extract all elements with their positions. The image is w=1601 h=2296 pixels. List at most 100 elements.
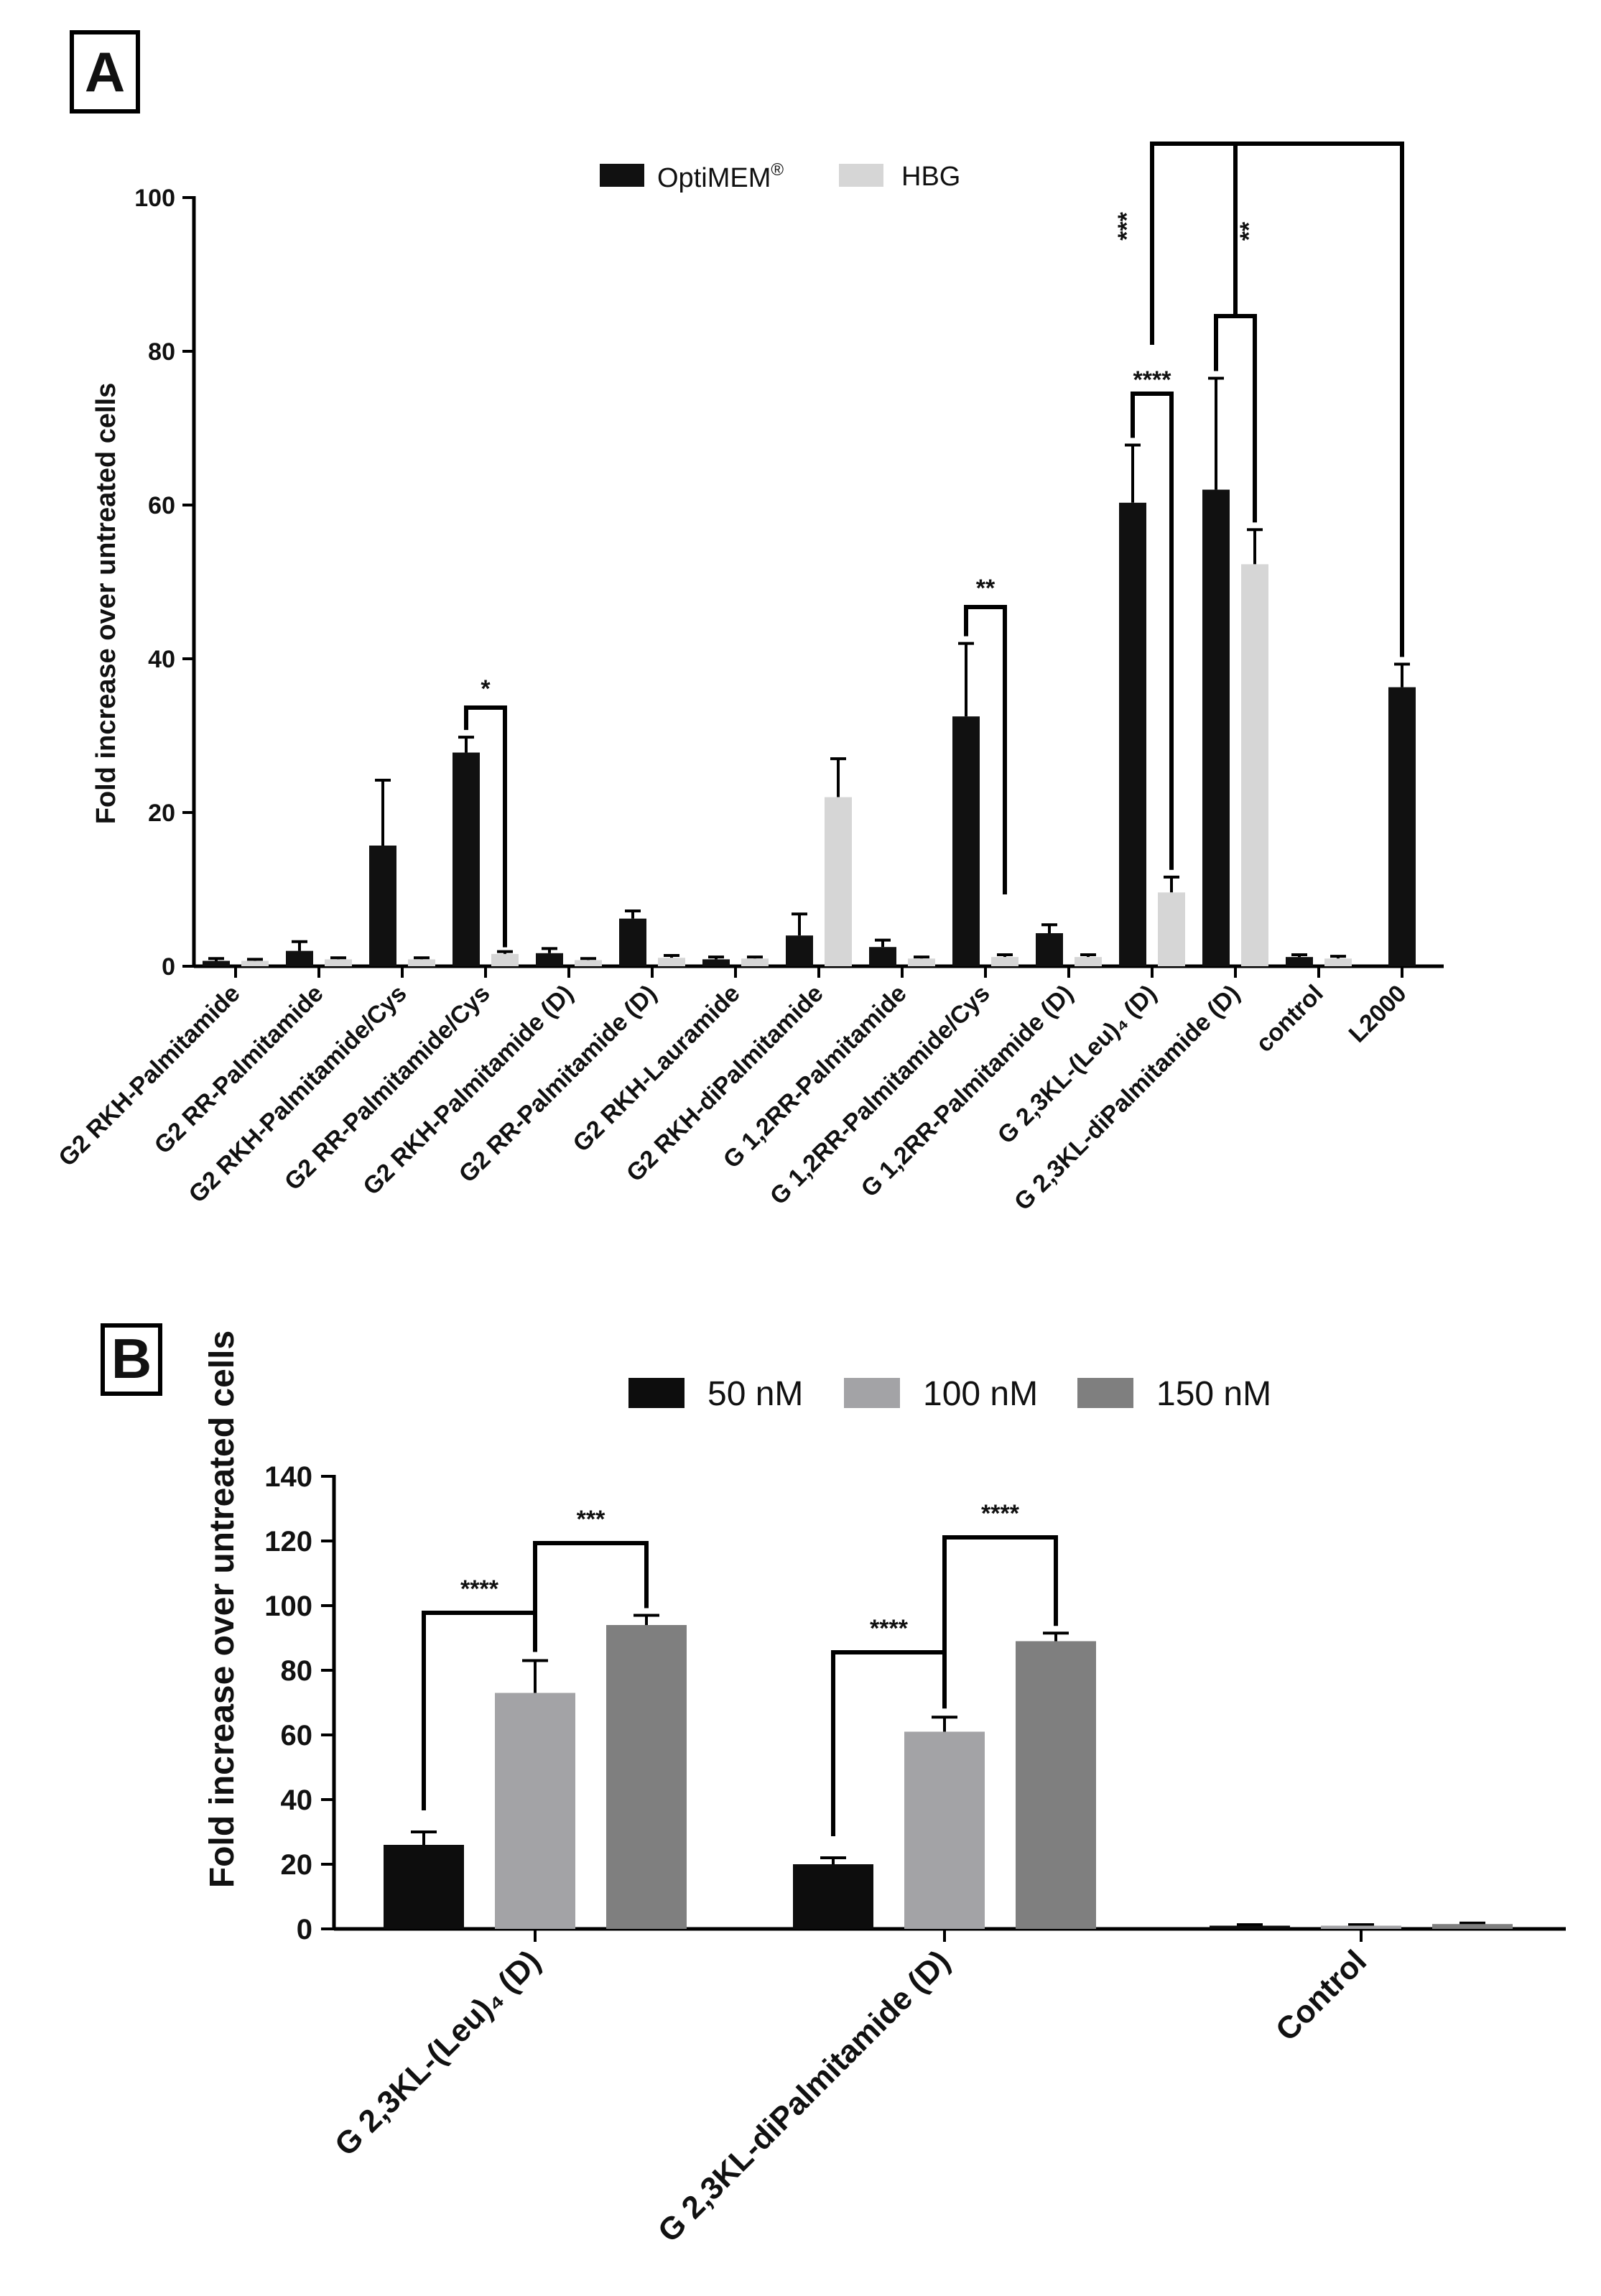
legend-label-hbg: HBG — [901, 162, 960, 192]
significance-label: *** — [1113, 211, 1141, 240]
significance-bracket — [942, 1535, 1058, 1652]
bar-optimem — [869, 947, 896, 966]
bar-hbg — [825, 797, 852, 966]
y-tick-label: 0 — [162, 953, 175, 981]
significance-bracket — [464, 705, 507, 948]
panel-b-legend: 50 nM 100 nM 150 nM — [628, 1375, 1271, 1413]
bar-hbg — [1075, 957, 1102, 966]
x-category-label: G 2,3KL-(Leu)₄ (D) — [328, 1943, 547, 2162]
legend-label-optimem: OptiMEM® — [657, 160, 784, 193]
bar-optimem — [536, 953, 563, 966]
bar-150nm — [1432, 1924, 1513, 1929]
legend-swatch — [628, 1378, 685, 1408]
significance-label: *** — [577, 1506, 605, 1533]
bar-hbg — [491, 953, 519, 966]
bar-hbg — [741, 958, 769, 966]
panel-b-significance: *************** — [422, 1500, 1058, 1836]
bar-optimem — [702, 959, 730, 966]
bar-50nm — [1210, 1925, 1290, 1929]
legend-superscript: ® — [771, 160, 784, 180]
significance-label: **** — [1133, 366, 1172, 394]
x-category-label: G2 RR-Palmitamide — [149, 980, 329, 1159]
bar-hbg — [908, 958, 935, 966]
bar-50nm — [384, 1845, 464, 1929]
bar-hbg — [241, 960, 269, 966]
bar-150nm — [606, 1625, 687, 1929]
significance-label: **** — [460, 1575, 499, 1603]
y-tick-label: 20 — [281, 1849, 313, 1881]
y-tick-label: 60 — [281, 1720, 313, 1751]
bar-hbg — [1158, 892, 1185, 966]
legend-swatch-hbg — [839, 164, 883, 187]
panel-b-box — [101, 1323, 162, 1396]
x-category-label: G 2,3KL-(Leu)₄ (D) — [993, 980, 1162, 1149]
bar-hbg — [1241, 564, 1268, 966]
y-tick-label: 100 — [264, 1591, 312, 1622]
x-category-label: Control — [1269, 1943, 1373, 2047]
significance-label: * — [481, 675, 491, 703]
y-tick-label: 100 — [134, 185, 175, 212]
bar-hbg — [1324, 958, 1352, 966]
bar-hbg — [325, 959, 352, 966]
legend-swatch — [844, 1378, 900, 1408]
bar-50nm — [793, 1864, 873, 1929]
y-tick-label: 80 — [148, 338, 175, 366]
legend-swatch — [1077, 1378, 1133, 1408]
legend-label: 50 nM — [707, 1375, 803, 1413]
bar-hbg — [575, 960, 602, 966]
bar-hbg — [658, 958, 685, 966]
bar-hbg — [408, 959, 435, 966]
panel-b: B 0 20 40 60 80 100 120 140 G 2,3KL-(Leu)₄ (D) G … — [101, 1323, 1566, 2249]
significance-bracket — [422, 1611, 537, 1810]
y-tick-label: 120 — [264, 1526, 312, 1557]
panel-b-bars — [384, 1614, 1513, 1929]
x-category-label: control — [1250, 980, 1328, 1057]
panel-a-bars — [203, 376, 1416, 966]
y-tick-label: 20 — [148, 800, 175, 827]
bar-optimem — [619, 918, 646, 966]
y-axis-title: Fold increase over untreated cells — [91, 383, 121, 825]
bar-optimem — [453, 752, 480, 966]
significance-label: **** — [981, 1500, 1020, 1527]
y-tick-label: 40 — [148, 646, 175, 673]
bar-optimem — [1036, 932, 1063, 966]
panel-b-axes: 0 20 40 60 80 100 120 140 G 2,3KL-(Leu)₄ (D) G 2,… — [203, 1330, 1566, 2249]
legend-swatch-optimem — [600, 164, 644, 187]
significance-bracket — [831, 1650, 947, 1836]
panel-a-box — [70, 30, 140, 114]
legend-label: 100 nM — [923, 1375, 1038, 1413]
bar-optimem — [952, 716, 980, 966]
legend-label: 150 nM — [1156, 1375, 1271, 1413]
significance-label: **** — [870, 1615, 909, 1642]
bar-100nm — [495, 1693, 575, 1929]
panel-a-significance: ********** ** — [464, 142, 1404, 948]
x-category-label: G 2,3KL-diPalmitamide (D) — [651, 1943, 957, 2249]
significance-label: ** — [1235, 221, 1263, 241]
significance-bracket — [1150, 142, 1404, 657]
bar-optimem — [203, 960, 230, 966]
significance-bracket — [533, 1541, 649, 1613]
panel-b-letter: B — [111, 1327, 152, 1390]
bar-optimem — [1388, 687, 1416, 966]
y-tick-label: 60 — [148, 492, 175, 519]
y-axis-title: Fold increase over untreated cells — [203, 1330, 241, 1888]
bar-100nm — [904, 1731, 985, 1929]
x-category-label: G2 RKH-Lauramide — [567, 980, 745, 1157]
bar-100nm — [1321, 1925, 1401, 1929]
significance-bracket — [964, 605, 1007, 894]
y-tick-label: 40 — [281, 1785, 313, 1816]
x-category-label: L2000 — [1344, 980, 1412, 1048]
panel-a-legend: OptiMEM® HBG — [600, 160, 960, 193]
bar-optimem — [1286, 957, 1313, 966]
bar-optimem — [1119, 502, 1146, 966]
panel-a-letter: A — [85, 40, 125, 103]
bar-150nm — [1016, 1641, 1096, 1929]
y-tick-label: 0 — [297, 1914, 312, 1945]
y-tick-label: 80 — [281, 1655, 313, 1687]
significance-bracket — [1131, 392, 1174, 870]
bar-optimem — [1202, 489, 1230, 966]
bar-hbg — [991, 957, 1018, 966]
